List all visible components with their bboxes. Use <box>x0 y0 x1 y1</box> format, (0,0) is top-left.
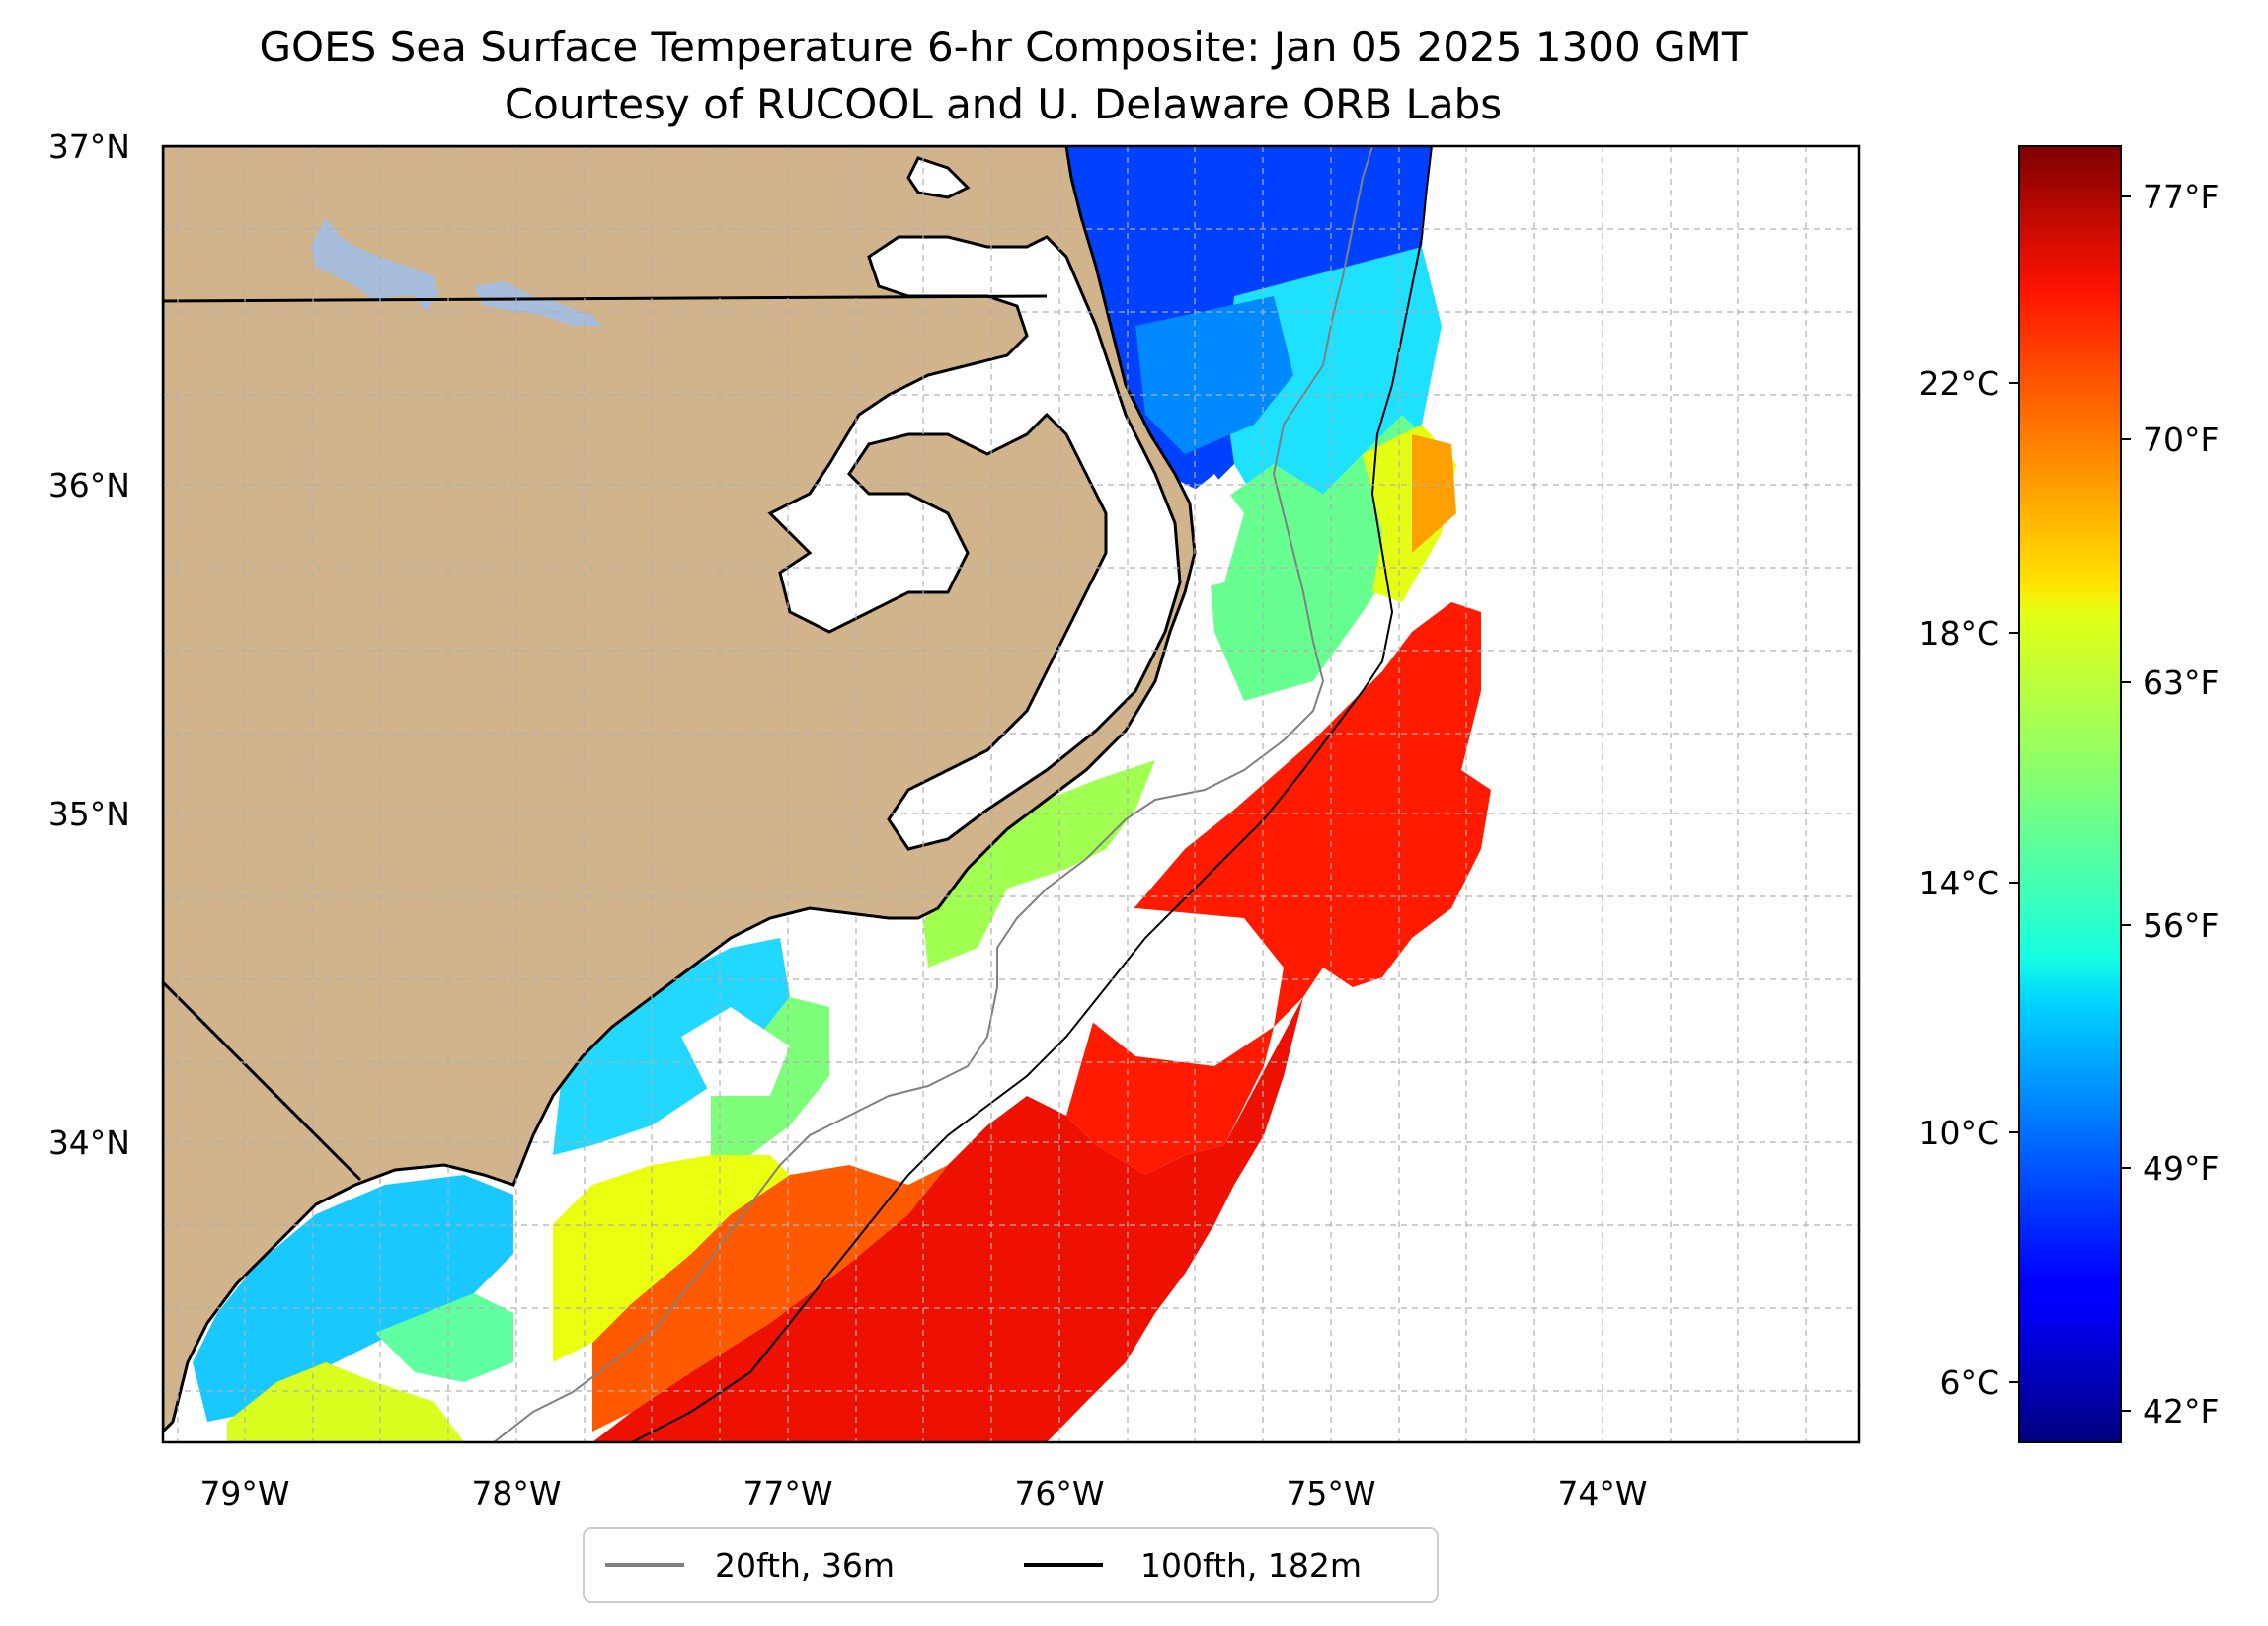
lon-tick-label: 74°W <box>1557 1474 1647 1512</box>
colorbar-c-tick-label: 14°C <box>1918 864 1999 902</box>
lat-tick-label: 37°N <box>48 127 130 166</box>
lat-gridlines <box>163 228 1859 1392</box>
land-mainland <box>163 146 1197 1434</box>
colorbar-c-tick-label: 18°C <box>1918 614 1999 653</box>
isobath-20fth <box>493 146 1373 1442</box>
lon-tick-label: 75°W <box>1286 1474 1375 1512</box>
lon-tick-label: 77°W <box>743 1474 832 1512</box>
colorbar-f-tick-label: 42°F <box>2143 1392 2219 1431</box>
albemarle-pamlico-sound <box>767 235 1182 851</box>
legend-label-20fth: 20fth, 36m <box>715 1546 895 1585</box>
isobath-100fth <box>631 146 1433 1442</box>
colorbar-f-tick-label: 56°F <box>2143 906 2219 945</box>
sst-green-long-bay <box>375 1293 513 1382</box>
sst-yellow-shelf-south <box>553 1155 790 1362</box>
colorbar-f-tick-label: 77°F <box>2143 178 2219 216</box>
sst-gulf-stream-south <box>592 997 1303 1442</box>
colorbar-f-tick-label: 70°F <box>2143 421 2219 459</box>
colorbar-c-tick-label: 6°C <box>1939 1363 1999 1402</box>
colorbar-f-tick-label: 63°F <box>2143 663 2219 702</box>
lake-kerr <box>311 217 439 311</box>
no-data-gap-3 <box>681 1007 790 1096</box>
lon-tick-label: 76°W <box>1014 1474 1104 1512</box>
colorbar-c-tick-label: 22°C <box>1918 364 1999 403</box>
lat-tick-label: 34°N <box>48 1123 130 1162</box>
isobath-legend: 20fth, 36m 100fth, 182m <box>583 1527 1439 1603</box>
sst-cyan-onslow-bay <box>553 938 790 1155</box>
colorbar-c-tick-label: 10°C <box>1918 1114 1999 1152</box>
lon-tick-label: 78°W <box>471 1474 561 1512</box>
lat-tick-label: 35°N <box>48 795 130 833</box>
colorbar-f-tick-label: 49°F <box>2143 1149 2219 1188</box>
map-frame <box>161 144 1861 1444</box>
sst-orange-shelf-south <box>592 1165 948 1432</box>
lat-tick-label: 36°N <box>48 466 130 504</box>
lon-gridlines <box>177 146 1807 1442</box>
title-line-1: GOES Sea Surface Temperature 6-hr Compos… <box>259 23 1747 71</box>
sst-orange-water-mid <box>1412 434 1456 553</box>
map-area[interactable] <box>163 146 1859 1442</box>
lon-axis: 79°W 78°W 77°W 76°W 75°W 74°W <box>199 1474 1647 1512</box>
colorbar: 6°C 10°C 14°C 18°C 22°C 42°F 49°F 56°F 6… <box>1918 145 2219 1443</box>
colorbar-gradient <box>2018 145 2122 1443</box>
lat-axis: 37°N 36°N 35°N 34°N <box>48 127 130 1162</box>
title-line-2: Courtesy of RUCOOL and U. Delaware ORB L… <box>505 80 1502 128</box>
lake-gaston <box>474 281 602 326</box>
sst-green-shelf-hatteras <box>923 760 1155 968</box>
sst-yellow-long-bay <box>227 1362 464 1442</box>
sst-blue-patch <box>1135 296 1293 454</box>
nc-va-border <box>163 294 1048 303</box>
sst-cyan-long-bay <box>193 1175 513 1422</box>
legend-box <box>583 1527 1439 1603</box>
legend-label-100fth: 100fth, 182m <box>1140 1546 1362 1585</box>
lon-tick-label: 79°W <box>199 1474 289 1512</box>
nc-sc-border <box>163 980 362 1182</box>
